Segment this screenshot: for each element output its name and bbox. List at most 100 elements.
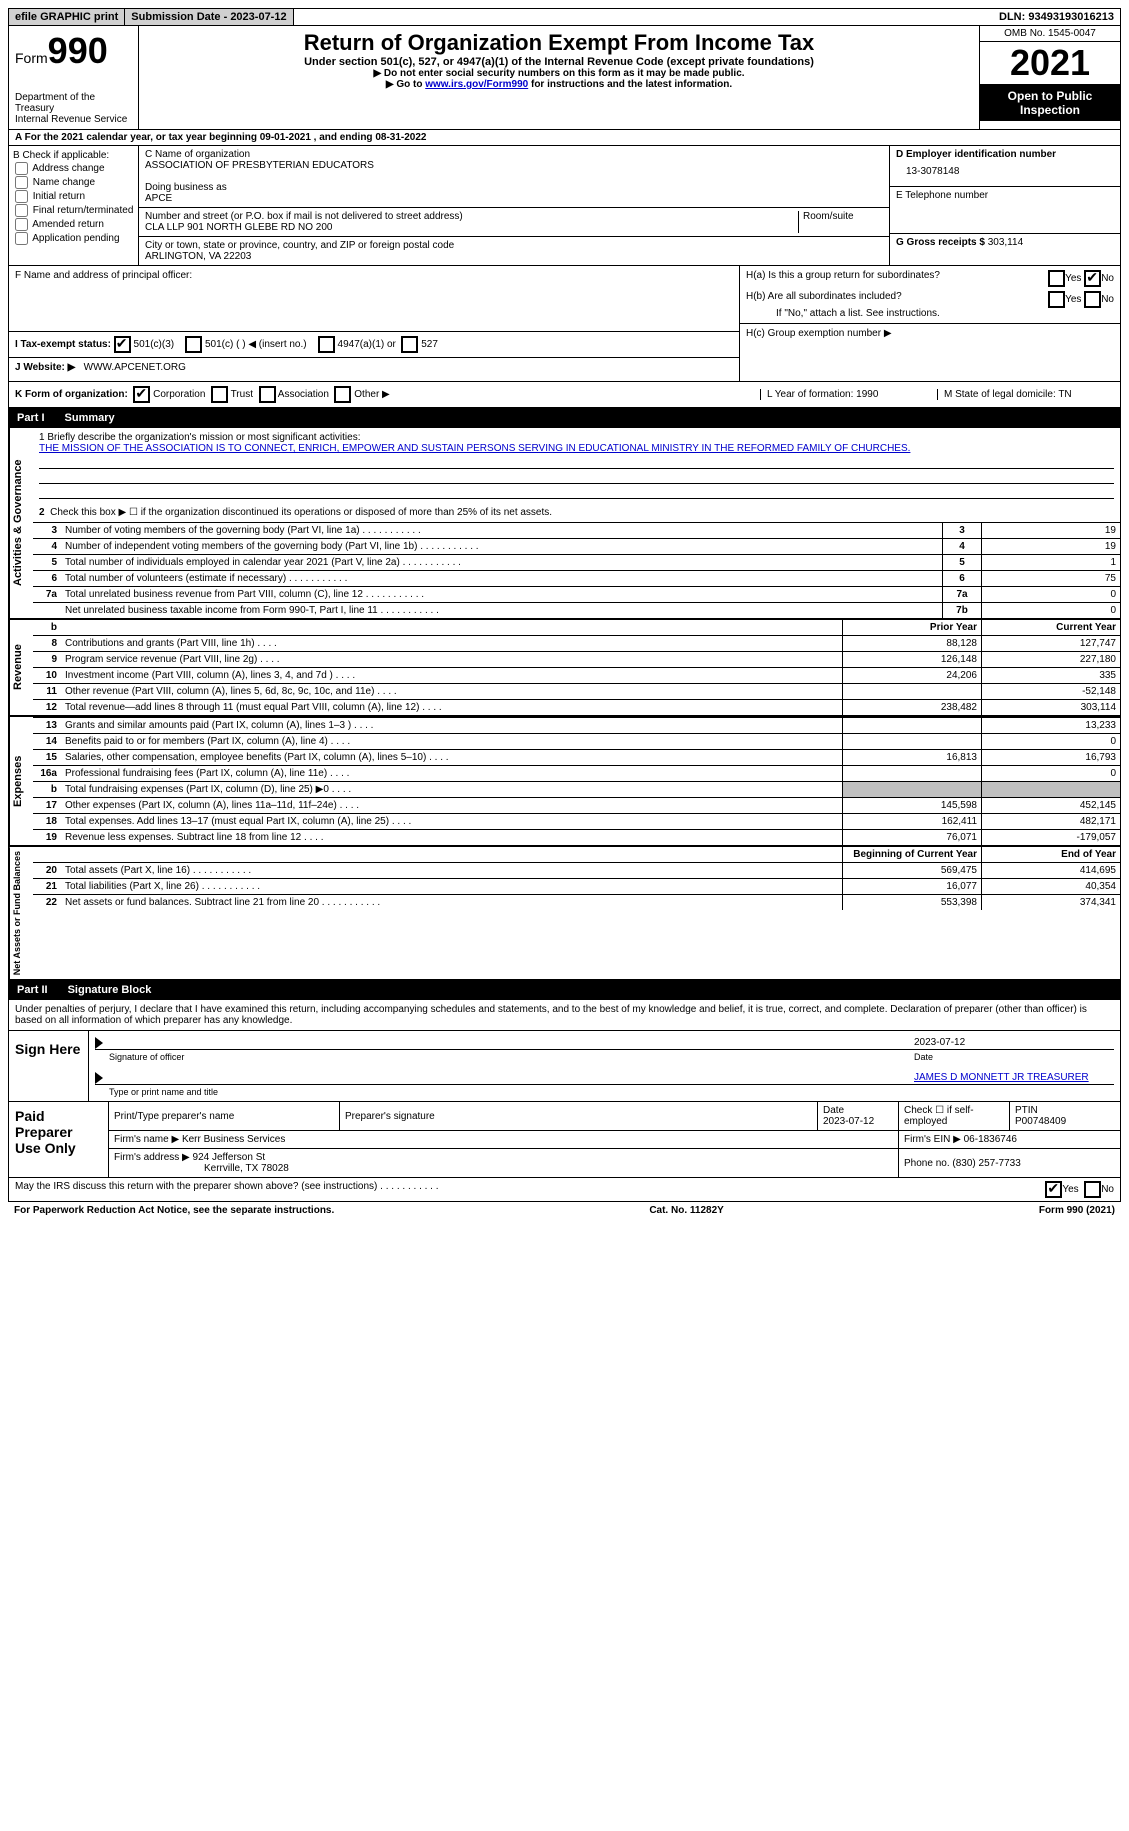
row-k: K Form of organization: Corporation Trus… [8,382,1121,408]
chk-trust[interactable] [211,386,228,403]
part1-body: Activities & Governance 1 Briefly descri… [8,428,1121,980]
netassets-table: Beginning of Current YearEnd of Year20To… [33,847,1120,910]
penalty-statement: Under penalties of perjury, I declare th… [8,1000,1121,1031]
form-ref: Form 990 (2021) [1039,1205,1115,1216]
submission-date: Submission Date - 2023-07-12 [125,9,293,25]
officer-name: JAMES D MONNETT JR TREASURER [914,1072,1114,1084]
chk-application-pending[interactable]: Application pending [13,232,134,245]
vlabel-netassets: Net Assets or Fund Balances [9,847,33,979]
line2-text: Check this box ▶ ☐ if the organization d… [50,507,552,518]
ha-yes[interactable] [1048,270,1065,287]
row-a-taxyear: A For the 2021 calendar year, or tax yea… [8,130,1121,146]
dba-label: Doing business as [145,182,883,193]
ein-label: D Employer identification number [896,149,1056,160]
city: ARLINGTON, VA 22203 [145,251,883,262]
col-b-checkboxes: B Check if applicable: Address change Na… [9,146,139,265]
year-formation: L Year of formation: 1990 [760,389,937,400]
hb-yes[interactable] [1048,291,1065,308]
chk-final-return[interactable]: Final return/terminated [13,204,134,217]
hb-note: If "No," attach a list. See instructions… [746,308,1114,319]
vlabel-revenue: Revenue [9,620,33,715]
chk-name-change[interactable]: Name change [13,176,134,189]
mission-text: THE MISSION OF THE ASSOCIATION IS TO CON… [39,443,1114,454]
form-subtitle: Under section 501(c), 527, or 4947(a)(1)… [145,56,973,68]
governance-table: 3Number of voting members of the governi… [33,522,1120,618]
discuss-yes[interactable] [1045,1181,1062,1198]
room-suite-label: Room/suite [798,211,883,233]
cat-no: Cat. No. 11282Y [649,1205,723,1216]
chk-initial-return[interactable]: Initial return [13,190,134,203]
line1-label: 1 Briefly describe the organization's mi… [39,432,1114,443]
firm-name: Kerr Business Services [182,1134,285,1145]
website-url: WWW.APCENET.ORG [84,362,186,373]
firm-addr2: Kerrville, TX 78028 [114,1163,289,1174]
vlabel-governance: Activities & Governance [9,428,33,618]
dln: DLN: 93493193016213 [993,9,1120,25]
ha-label: H(a) Is this a group return for subordin… [746,270,1048,287]
chk-address-change[interactable]: Address change [13,162,134,175]
date-label: Date [914,1052,1114,1062]
ha-no[interactable] [1084,270,1101,287]
firm-phone: (830) 257-7733 [952,1158,1020,1169]
state-domicile: M State of legal domicile: TN [937,389,1114,400]
chk-other[interactable] [334,386,351,403]
public-inspection: Open to Public Inspection [980,85,1120,121]
phone-label: E Telephone number [896,190,1114,201]
form-header: Form990 Department of the Treasury Inter… [8,26,1121,130]
type-name-label: Type or print name and title [95,1087,1114,1097]
ssn-note: ▶ Do not enter social security numbers o… [145,68,973,79]
firm-ein: 06-1836746 [964,1134,1017,1145]
org-name-label: C Name of organization [145,149,883,160]
part2-header: Part II Signature Block [8,980,1121,1000]
website-label: J Website: ▶ [15,362,75,373]
expenses-table: 13Grants and similar amounts paid (Part … [33,717,1120,845]
omb-number: OMB No. 1545-0047 [980,26,1120,42]
chk-corporation[interactable] [133,386,150,403]
hb-no[interactable] [1084,291,1101,308]
hb-label: H(b) Are all subordinates included? [746,291,1048,308]
irs-link[interactable]: www.irs.gov/Form990 [425,79,528,90]
org-name: ASSOCIATION OF PRESBYTERIAN EDUCATORS [145,160,883,171]
ein: 13-3078148 [896,160,1114,183]
chk-501c3[interactable] [114,336,131,353]
paid-preparer-label: Paid Preparer Use Only [9,1102,109,1177]
tax-exempt-label: I Tax-exempt status: [15,339,111,350]
sig-officer-label: Signature of officer [95,1052,914,1062]
pointer-icon [95,1037,103,1049]
sign-here-label: Sign Here [9,1031,89,1101]
form-number: Form990 [15,30,132,72]
gross-receipts-label: G Gross receipts $ [896,237,985,248]
chk-501c[interactable] [185,336,202,353]
prep-date: 2023-07-12 [823,1116,874,1127]
chk-association[interactable] [259,386,276,403]
part1-header: Part I Summary [8,408,1121,428]
signature-block: Sign Here 2023-07-12 Signature of office… [8,1031,1121,1102]
chk-amended-return[interactable]: Amended return [13,218,134,231]
street-label: Number and street (or P.O. box if mail i… [145,211,798,222]
street: CLA LLP 901 NORTH GLEBE RD NO 200 [145,222,798,233]
goto-note: ▶ Go to www.irs.gov/Form990 for instruct… [145,79,973,90]
footer: For Paperwork Reduction Act Notice, see … [8,1202,1121,1219]
prep-sig-label: Preparer's signature [340,1102,818,1131]
irs-label: Internal Revenue Service [15,114,132,125]
discuss-no[interactable] [1084,1181,1101,1198]
org-info-block: B Check if applicable: Address change Na… [8,146,1121,266]
dept-treasury: Department of the Treasury [15,92,132,114]
paperwork-notice: For Paperwork Reduction Act Notice, see … [14,1205,334,1216]
chk-4947[interactable] [318,336,335,353]
sig-date: 2023-07-12 [914,1037,1114,1049]
revenue-table: bPrior YearCurrent Year8Contributions an… [33,620,1120,715]
section-fgh: F Name and address of principal officer:… [8,266,1121,382]
prep-selfemp[interactable]: Check ☐ if self-employed [899,1102,1010,1131]
vlabel-expenses: Expenses [9,717,33,845]
efile-print-button[interactable]: efile GRAPHIC print [9,9,125,25]
top-bar: efile GRAPHIC print Submission Date - 20… [8,8,1121,26]
firm-addr1: 924 Jefferson St [193,1152,266,1163]
hc-label: H(c) Group exemption number ▶ [740,323,1120,343]
chk-527[interactable] [401,336,418,353]
pointer-icon [95,1072,103,1084]
prep-name-label: Print/Type preparer's name [109,1102,340,1131]
prep-ptin: P00748409 [1015,1116,1066,1127]
paid-preparer-block: Paid Preparer Use Only Print/Type prepar… [8,1102,1121,1178]
discuss-row: May the IRS discuss this return with the… [8,1178,1121,1202]
